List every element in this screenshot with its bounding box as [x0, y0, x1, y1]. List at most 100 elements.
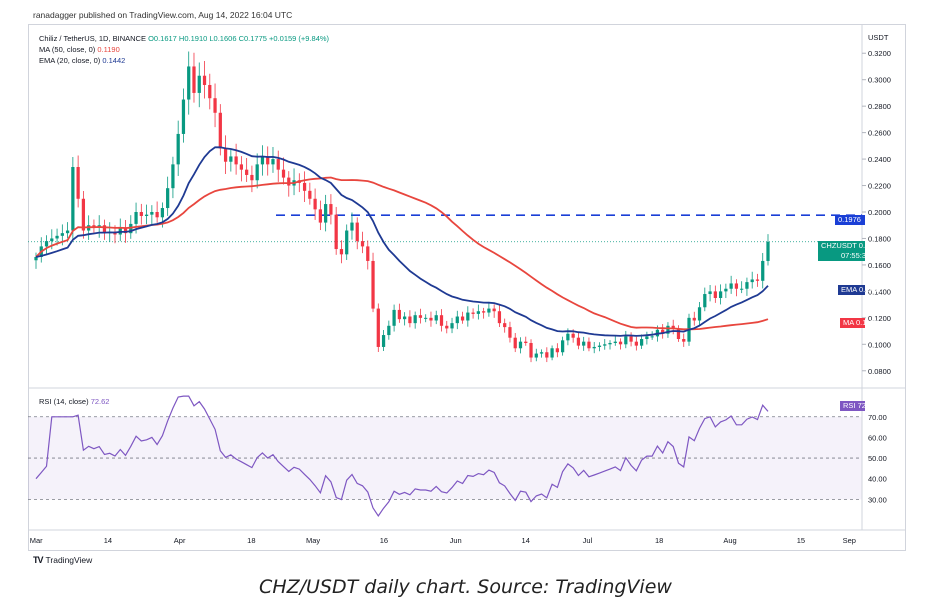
candle-body: [71, 167, 75, 231]
price-tick-label: 0.1400: [868, 287, 891, 296]
candle-body: [366, 246, 370, 261]
candle-body: [755, 279, 760, 281]
publisher-line: ranadagger published on TradingView.com,…: [33, 10, 293, 20]
candle-body: [371, 260, 375, 309]
time-tick-label: Apr: [174, 536, 186, 545]
rsi-tick-label: 40.00: [868, 475, 887, 484]
tradingview-logo: TV TradingView: [33, 555, 92, 565]
candle-body: [566, 333, 570, 341]
candle-body: [65, 230, 70, 234]
candle-body: [123, 227, 128, 234]
rsi-tag-value: 72.62: [857, 401, 877, 410]
ma-tag-value: 0.1190: [855, 318, 879, 327]
candle-body: [413, 315, 417, 324]
candle-body: [287, 177, 291, 186]
candle-body: [213, 98, 217, 113]
candle-body: [545, 352, 549, 358]
candle-body: [392, 309, 396, 326]
candle-body: [102, 225, 107, 234]
candle-body: [560, 340, 565, 353]
candle-body: [624, 336, 628, 345]
candle-body: [350, 222, 354, 231]
candle-body: [492, 308, 496, 312]
time-tick-label: Aug: [723, 536, 736, 545]
candle-body: [187, 66, 191, 100]
candle-body: [266, 156, 270, 165]
candle-body: [450, 323, 454, 329]
candle-body: [155, 212, 159, 218]
candle-body: [571, 333, 575, 338]
candle-body: [218, 112, 222, 149]
candle-body: [197, 75, 201, 93]
candle-body: [144, 214, 149, 216]
candle-body: [324, 204, 328, 223]
candle-body: [513, 337, 517, 349]
time-tick-label: Mar: [30, 536, 43, 545]
candle-body: [60, 233, 64, 236]
rsi-label: RSI (14, close): [39, 397, 89, 406]
candle-body: [676, 328, 681, 340]
candle-body: [376, 308, 380, 347]
candle-body: [497, 311, 502, 324]
candle-body: [403, 316, 407, 320]
ma-tag-name: MA: [843, 318, 854, 327]
candle-body: [482, 311, 486, 313]
rsi-tick-label: 60.00: [868, 433, 887, 442]
candle-body: [666, 325, 670, 334]
candle-body: [518, 341, 523, 349]
candle-body: [381, 335, 386, 347]
legend-rsi: RSI (14, close) 72.62: [39, 397, 109, 406]
time-tick-label: 18: [247, 536, 255, 545]
candle-body: [713, 291, 717, 298]
candle-body: [76, 167, 80, 199]
ma-label: MA (50, close, 0): [39, 45, 96, 54]
price-tick-label: 0.2600: [868, 129, 891, 138]
candle-body: [724, 288, 728, 292]
candle-body: [587, 341, 591, 349]
candle-body: [703, 294, 707, 308]
candle-body: [234, 156, 238, 165]
rsi-tick-label: 70.00: [868, 413, 887, 422]
ma-tag: MA 0.1190: [840, 318, 878, 328]
candle-body: [597, 345, 602, 347]
rsi-value: 72.62: [90, 397, 110, 406]
candle-body: [576, 337, 581, 346]
ema20-line: [35, 146, 769, 337]
candle-body: [503, 323, 507, 328]
time-tick-label: Jun: [450, 536, 462, 545]
candle-body: [692, 317, 696, 321]
candle-body: [618, 341, 623, 345]
candle-body: [176, 133, 180, 165]
candle-body: [397, 309, 401, 320]
candle-body: [445, 325, 449, 329]
price-tick-label: 0.2800: [868, 102, 891, 111]
time-tick-label: 16: [380, 536, 388, 545]
candle-body: [339, 249, 344, 255]
candle-body: [239, 164, 244, 170]
rsi-tag: RSI 72.62: [840, 401, 876, 411]
price-value: 0.1775: [858, 241, 882, 250]
candle-body: [718, 291, 723, 298]
candle-body: [134, 212, 138, 224]
candle-body: [508, 327, 512, 338]
candle-body: [260, 156, 265, 165]
candle-body: [408, 316, 412, 324]
tradingview-brand: TradingView: [45, 555, 93, 565]
candle-body: [245, 169, 249, 175]
time-tick-label: May: [306, 536, 320, 545]
candle-body: [550, 348, 554, 358]
candle-body: [608, 342, 612, 345]
candle-body: [434, 315, 438, 321]
ema-tag-value: 0.1442: [858, 285, 882, 294]
candle-body: [750, 279, 754, 283]
candle-body: [661, 329, 665, 334]
time-tick-label: 15: [797, 536, 805, 545]
time-tick-label: 14: [522, 536, 530, 545]
candle-body: [355, 222, 359, 242]
ema-value: 0.1442: [102, 56, 126, 65]
candle-body: [487, 308, 491, 313]
candle-body: [761, 260, 765, 281]
resistance-tag: 0.1976: [835, 215, 865, 225]
candle-body: [466, 312, 470, 321]
